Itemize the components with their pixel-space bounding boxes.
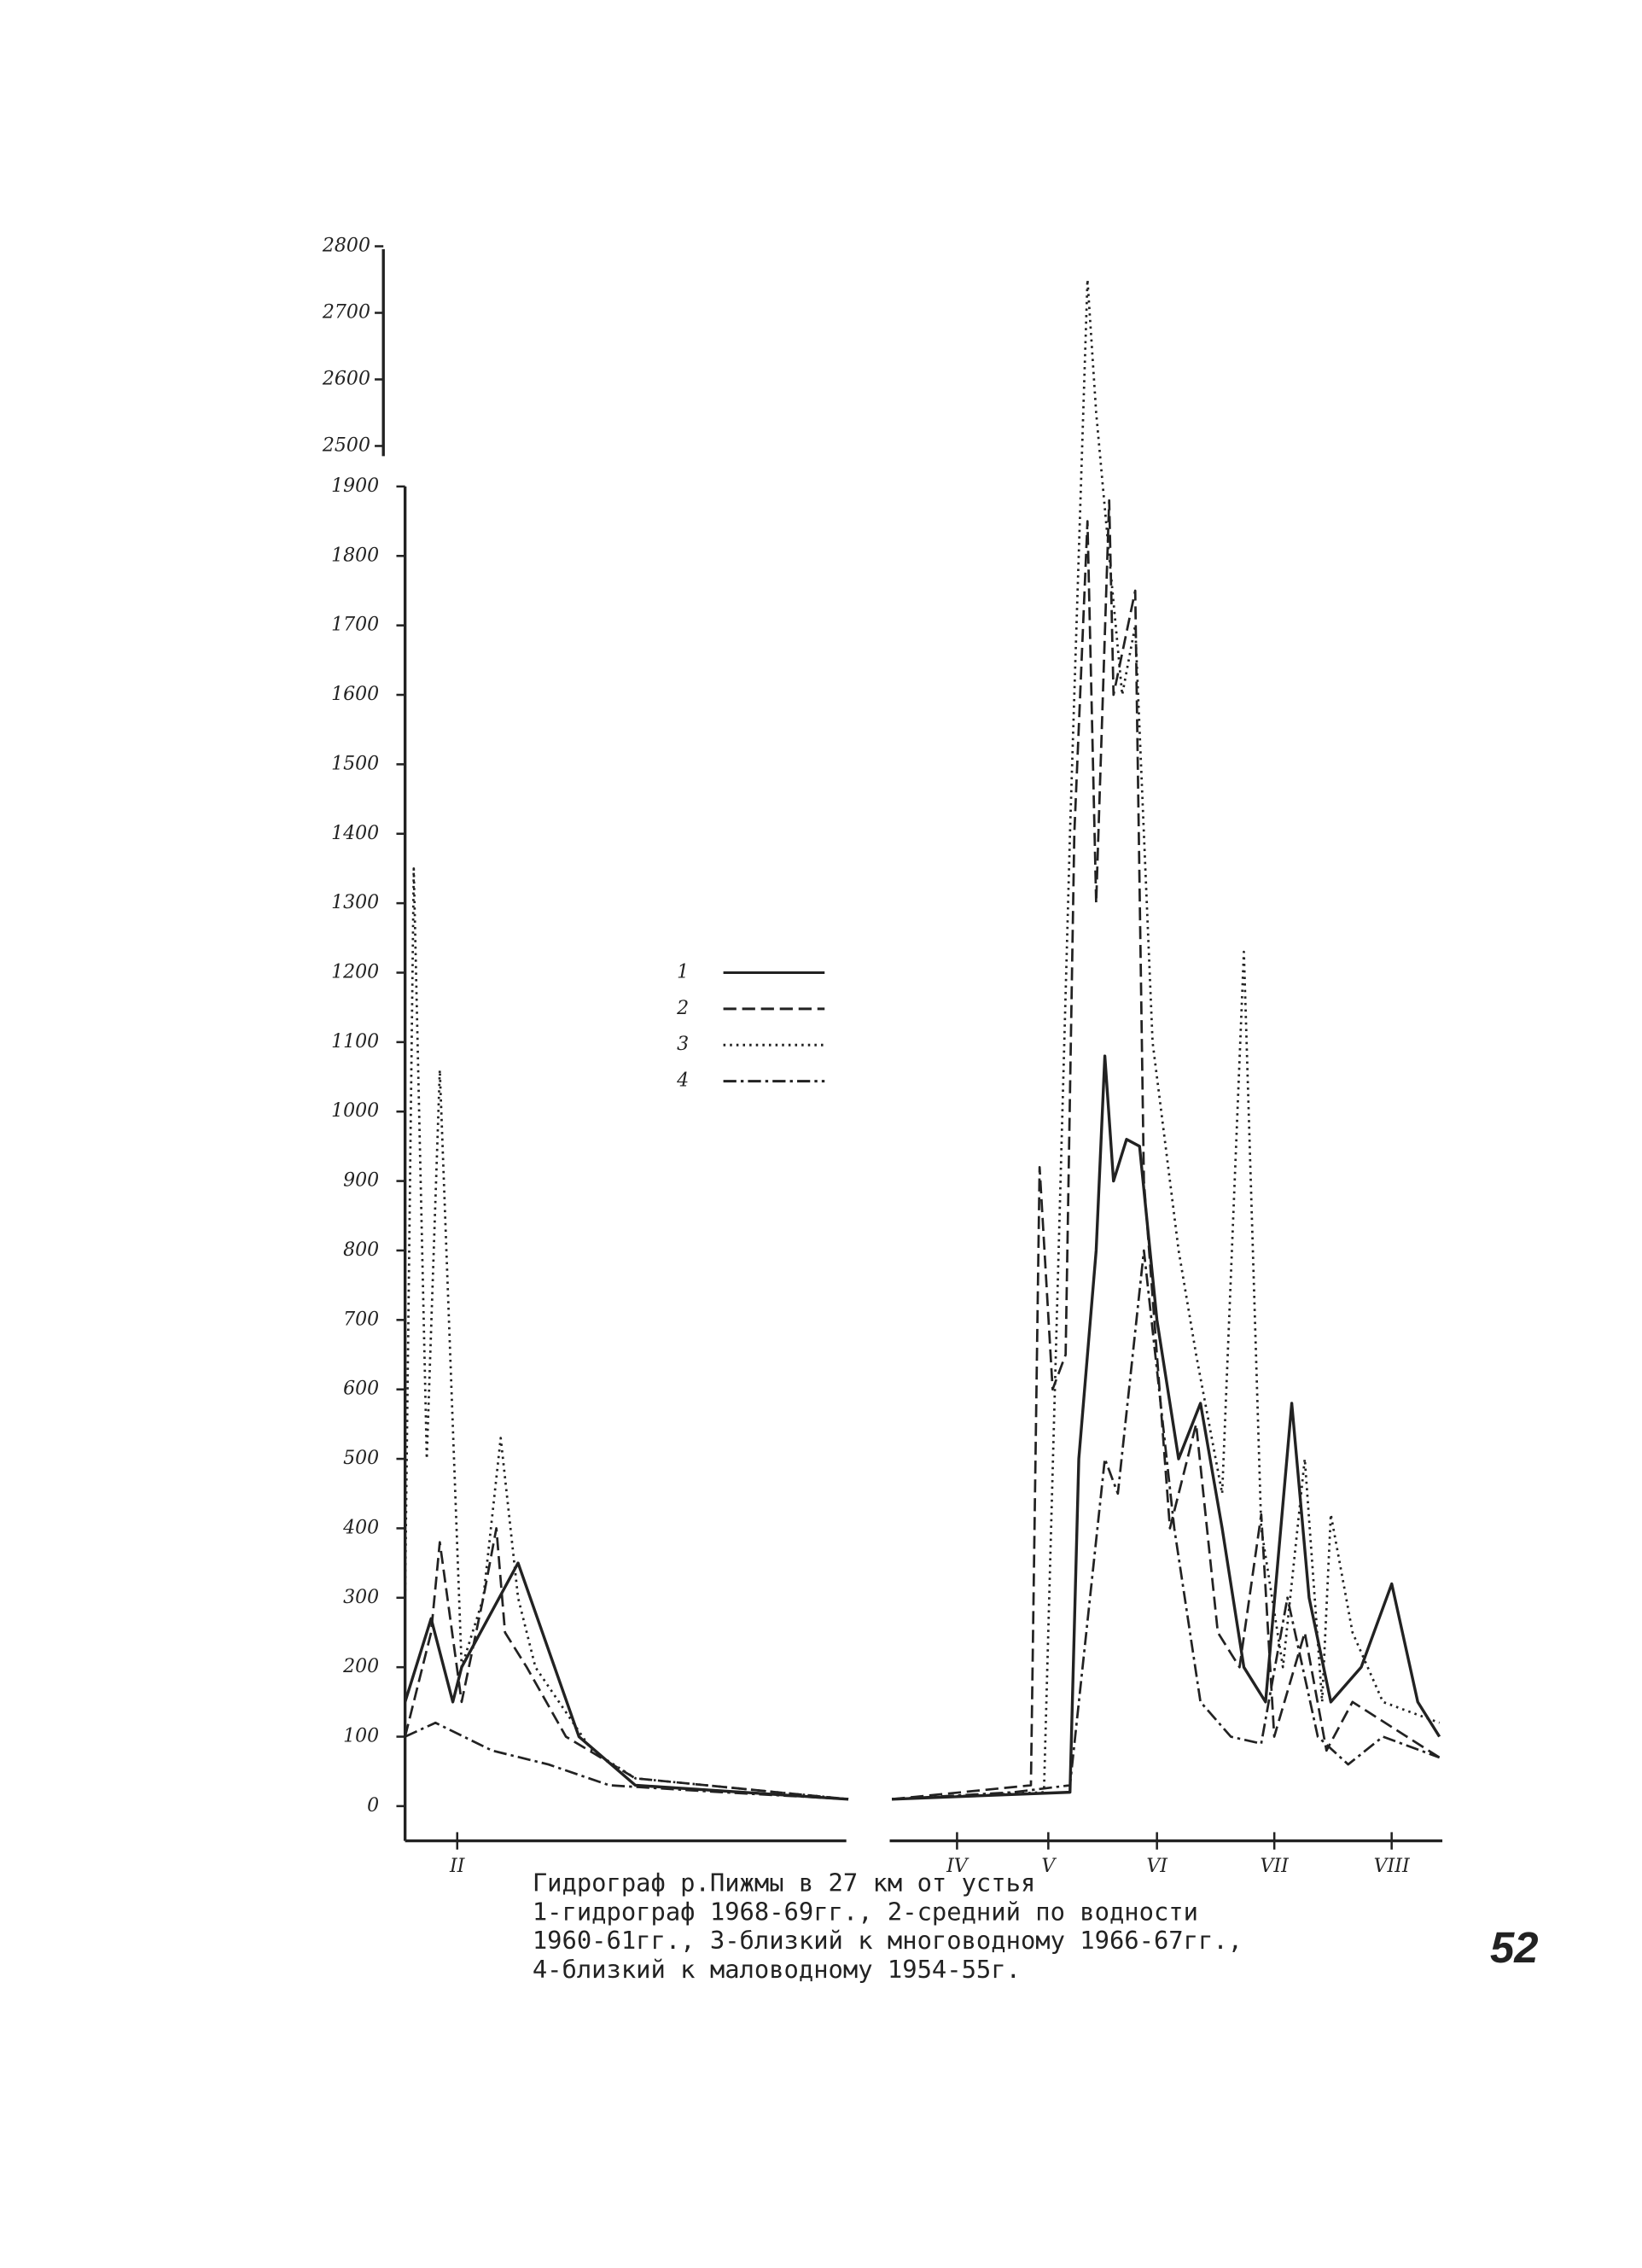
- y-tick-label: 1700: [331, 615, 379, 636]
- x-tick-label: VI: [1146, 1856, 1168, 1877]
- y2-tick-label: 2600: [322, 368, 370, 389]
- x-tick-label: VIII: [1374, 1856, 1411, 1877]
- series-line: [405, 1249, 1441, 1801]
- y-tick-label: 1500: [331, 753, 379, 774]
- x-tick-label: II: [449, 1856, 466, 1877]
- legend-label: 2: [676, 998, 689, 1019]
- y2-tick-label: 2700: [322, 302, 370, 324]
- page-number: 52: [1490, 1923, 1539, 1972]
- series-line: [404, 1054, 1441, 1801]
- y-tick-label: 1200: [331, 961, 379, 982]
- y-tick-label: 1800: [331, 545, 379, 566]
- legend-label: 4: [676, 1070, 689, 1092]
- y-tick-label: 300: [343, 1587, 379, 1608]
- x-tick-label: V: [1041, 1856, 1057, 1877]
- y2-tick-label: 2500: [322, 434, 370, 456]
- y-tick-label: 800: [343, 1239, 379, 1261]
- y-tick-label: 100: [343, 1726, 379, 1747]
- y-tick-label: 200: [342, 1656, 379, 1677]
- y-tick-label: 1100: [331, 1031, 379, 1052]
- y-tick-label: 0: [367, 1795, 379, 1816]
- caption-line: 1-гидрограф 1968-69гг., 2-средний по вод…: [533, 1897, 1198, 1926]
- series-line: [404, 278, 1441, 1801]
- y-tick-label: 1300: [331, 892, 379, 913]
- x-tick-label: IV: [946, 1856, 969, 1877]
- y2-tick-label: 2800: [322, 236, 370, 257]
- legend-label: 1: [677, 961, 689, 982]
- caption-line: 4-близкий к маловодному 1954-55г.: [533, 1955, 1021, 1984]
- caption-line: Гидрограф р.Пижмы в 27 км от устья: [533, 1868, 1035, 1897]
- x-tick-label: VII: [1261, 1856, 1290, 1877]
- y-tick-label: 1400: [331, 823, 379, 844]
- y-tick-label: 500: [343, 1448, 379, 1469]
- series-line: [404, 498, 1441, 1801]
- y-tick-label: 1000: [331, 1100, 379, 1122]
- y-tick-label: 900: [343, 1170, 379, 1192]
- y-tick-label: 700: [343, 1309, 379, 1330]
- y-tick-label: 1600: [331, 684, 379, 705]
- y-tick-label: 600: [343, 1379, 379, 1400]
- legend-label: 3: [677, 1034, 689, 1055]
- y-tick-label: 400: [342, 1517, 379, 1538]
- caption-line: 1960-61гг., 3-близкий к многоводному 196…: [533, 1926, 1243, 1955]
- y-tick-label: 1900: [331, 475, 379, 497]
